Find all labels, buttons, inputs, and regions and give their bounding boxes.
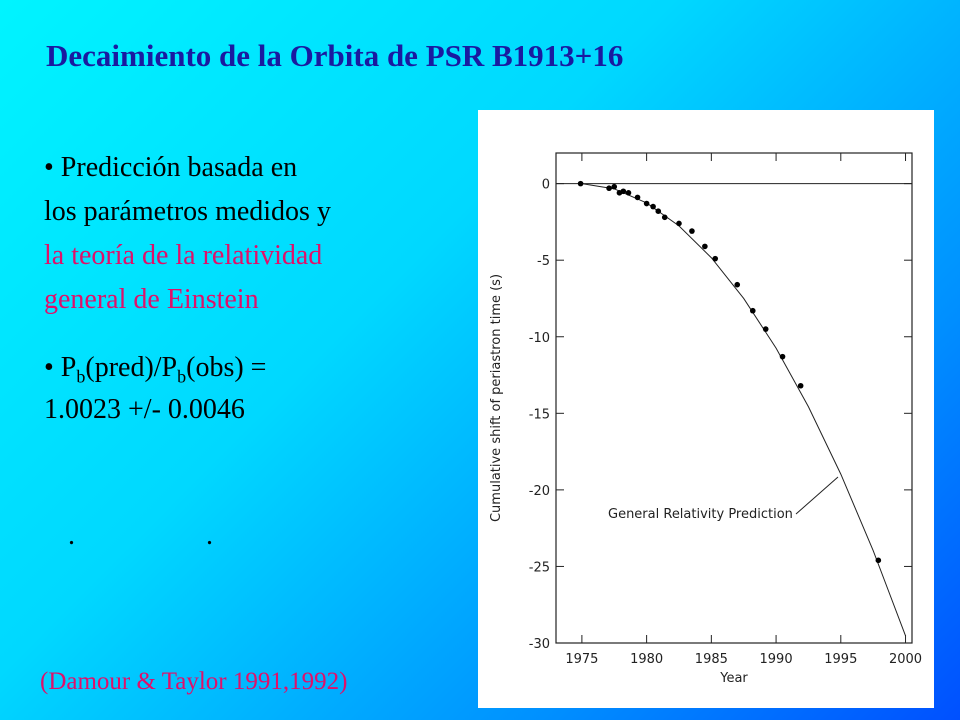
bullet-line: • Pb(pred)/Pb(obs) =: [44, 352, 266, 388]
data-point: [712, 255, 719, 262]
data-point: [875, 557, 882, 564]
data-point: [643, 200, 650, 207]
y-tick-label: -20: [529, 484, 550, 499]
annotation: General Relativity Prediction: [608, 507, 793, 522]
y-tick-label: -5: [537, 254, 550, 269]
x-tick-label: 1980: [630, 652, 663, 667]
data-point: [797, 382, 804, 389]
plot-frame: [555, 152, 913, 644]
text: (obs) =: [186, 352, 267, 383]
data-point: [577, 180, 584, 187]
chart: Year Cumulative shift of periastron time…: [489, 152, 922, 686]
bullet-line: la teoría de la relatividad: [44, 240, 323, 271]
data-point: [611, 183, 618, 190]
data-point: [620, 188, 627, 195]
y-tick-label: -15: [529, 407, 550, 422]
data-point: [655, 208, 662, 214]
data-point: [606, 185, 612, 192]
slide-title: Decaimiento de la Orbita de PSR B1913+16: [46, 38, 624, 73]
data-point: [762, 326, 769, 332]
y-axis-label: Cumulative shift of periastron time (s): [489, 274, 504, 522]
data-point: [676, 220, 682, 227]
data-point: [749, 307, 756, 314]
subscript: b: [177, 366, 187, 387]
data-point: [689, 228, 695, 234]
chart-panel: Year Cumulative shift of periastron time…: [478, 110, 934, 708]
data-point: [634, 194, 641, 201]
x-tick-label: 1990: [760, 652, 793, 667]
subscript: b: [76, 366, 86, 387]
data-point: [650, 203, 656, 210]
bullet-line: los parámetros medidos y: [44, 196, 331, 227]
data-point: [661, 214, 668, 221]
bullet-line: • Predicción basada en: [44, 152, 298, 183]
x-axis-label: Year: [719, 671, 748, 686]
bullet-line: general de Einstein: [44, 284, 259, 315]
bullet-line: 1.0023 +/- 0.0046: [44, 394, 245, 425]
text: (pred)/P: [85, 352, 178, 383]
data-point: [702, 243, 708, 250]
data-point: [625, 190, 632, 196]
y-tick-label: -10: [529, 331, 550, 346]
citation: (Damour & Taylor 1991,1992): [40, 668, 348, 695]
y-tick-label: 0: [542, 178, 550, 193]
y-tick-label: -25: [529, 560, 550, 575]
annotation-leader: [795, 476, 839, 515]
dot: .: [68, 520, 75, 551]
prediction-curve: [581, 183, 906, 636]
x-tick-label: 2000: [889, 652, 922, 667]
x-tick-label: 1975: [565, 652, 598, 667]
dot: .: [206, 520, 213, 551]
text: • P: [44, 352, 77, 383]
x-tick-label: 1985: [695, 652, 728, 667]
x-tick-label: 1995: [824, 652, 857, 667]
y-tick-label: -30: [529, 637, 550, 652]
data-point: [734, 281, 741, 288]
data-point: [779, 353, 786, 360]
